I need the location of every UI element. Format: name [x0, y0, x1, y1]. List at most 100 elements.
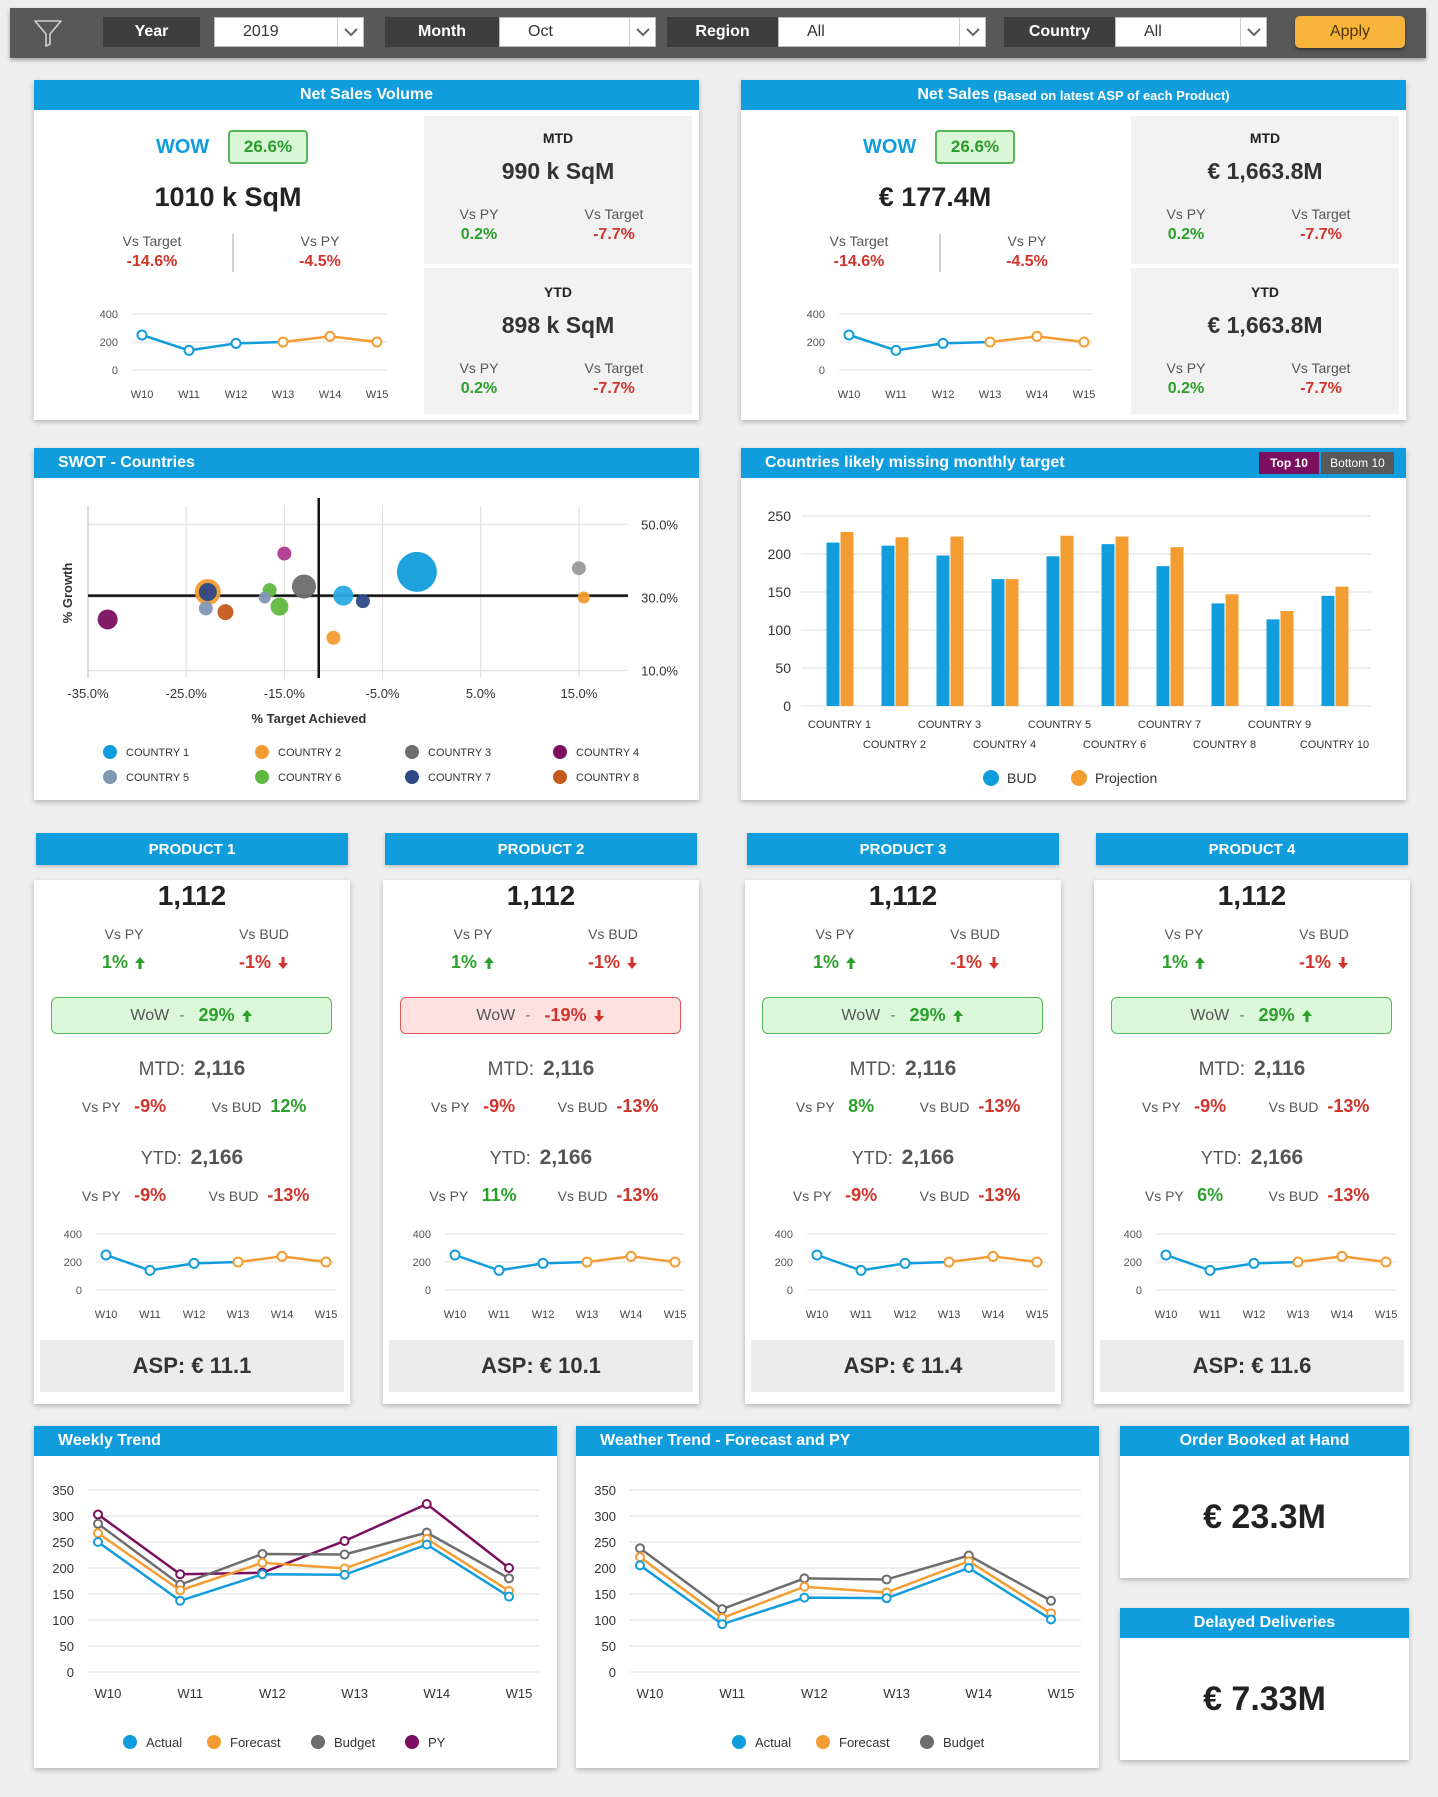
chevron-down-icon[interactable] [629, 18, 655, 46]
ytd-value: € 1,663.8M [1207, 312, 1323, 338]
line-segment [948, 1255, 994, 1264]
chevron-down-icon[interactable] [959, 18, 985, 46]
x-tick-label: W10 [95, 1309, 118, 1321]
data-point [93, 1509, 103, 1520]
data-point [258, 591, 271, 604]
x-tick-label: W10 [444, 1309, 467, 1321]
mtd-vs-bud: Vs BUD -13% [1254, 1096, 1384, 1117]
bar-bud [826, 542, 840, 706]
y-tick-label: 150 [594, 1587, 616, 1602]
x-tick-label: COUNTRY 3 [918, 719, 981, 731]
x-tick-label: W14 [423, 1686, 450, 1701]
series-line-forecast [639, 1556, 1052, 1620]
legend-marker [207, 1735, 221, 1749]
region-value: All [807, 23, 825, 40]
series-line-actual [639, 1564, 1052, 1626]
ytd-row: YTD: 2,166 [383, 1146, 699, 1170]
mtd-vs-py-value: -9% [483, 1096, 516, 1116]
mtd-vs-py: Vs PY -9% [1134, 1096, 1234, 1117]
ytd-vs-py-value: 0.2% [1167, 380, 1205, 397]
sparkline-chart: 400 200 0 W10 W11 W12 W13 W14 W15 [775, 1229, 1049, 1321]
data-point [1031, 330, 1043, 342]
line-segment [454, 1253, 500, 1272]
y-tick-label: 0 [787, 1285, 793, 1297]
line-segment [816, 1253, 862, 1272]
mtd-vs-py-value: 0.2% [1167, 226, 1205, 243]
data-point [855, 1264, 867, 1276]
mtd-vs-py: Vs PY -9% [74, 1096, 174, 1117]
line-segment [193, 1260, 239, 1265]
mtd-vs-bud-value: 12% [270, 1096, 307, 1116]
mtd-vs-target-value: -7.7% [593, 226, 635, 243]
y-tick-label: 0 [425, 1285, 431, 1297]
legend-marker [553, 770, 567, 784]
product-value: 1,112 [506, 880, 576, 911]
order-booked-value: € 23.3M [1203, 1498, 1326, 1536]
data-point [1248, 1257, 1260, 1269]
legend-label: COUNTRY 7 [428, 772, 491, 784]
vs-py-label: Vs PY [815, 926, 855, 942]
region-label: Region [667, 17, 778, 47]
x-tick-label: W10 [1155, 1309, 1178, 1321]
y-tick-label: 400 [64, 1229, 82, 1241]
arrow-up-icon [1301, 1009, 1312, 1022]
mtd-vs-bud-label: Vs BUD [919, 1099, 970, 1115]
vs-bud: -1% [563, 952, 663, 973]
y-tick-label: 400 [807, 309, 825, 321]
data-point [1380, 1256, 1392, 1268]
mtd-vs-bud-label: Vs BUD [211, 1099, 262, 1115]
data-point [93, 1528, 103, 1539]
wow-label: WoW [1190, 1006, 1230, 1024]
data-point [1336, 1250, 1348, 1262]
y-tick-label: 250 [52, 1535, 74, 1550]
y-tick-label: 30.0% [641, 590, 678, 605]
vs-target-value: -14.6% [126, 253, 178, 270]
country-select[interactable]: All [1115, 17, 1267, 47]
series-line-actual [97, 1540, 510, 1603]
apply-button[interactable]: Apply [1295, 16, 1405, 48]
country-label: Country [1004, 17, 1115, 47]
sparkline-chart: 400 200 0 W10 W11 W12 W13 W14 W15 [100, 309, 389, 401]
data-point [504, 1563, 514, 1573]
weather-trend-panel: Weather Trend - Forecast and PY 350 300 25… [576, 1426, 1099, 1768]
wow-dash: - [890, 1006, 896, 1024]
ytd-vs-bud-label: Vs BUD [919, 1188, 970, 1204]
data-point [799, 1592, 810, 1603]
top10-toggle[interactable]: Top 10 [1259, 452, 1319, 474]
ytd-vs-bud-label: Vs BUD [557, 1188, 608, 1204]
ytd-label: YTD: [851, 1148, 893, 1168]
data-point [175, 1595, 186, 1606]
y-tick-label: 200 [1124, 1257, 1142, 1269]
chevron-down-icon[interactable] [337, 18, 363, 46]
month-label: Month [385, 17, 499, 47]
vs-bud: -1% [925, 952, 1025, 973]
mtd-vs-py-label: Vs PY [795, 1099, 835, 1115]
data-point [371, 336, 383, 348]
legend-label: Forecast [230, 1735, 281, 1750]
vs-bud-label: Vs BUD [239, 926, 289, 942]
ytd-vs-bud: Vs BUD -13% [1254, 1185, 1384, 1206]
data-point [537, 1257, 549, 1269]
region-select[interactable]: All [778, 17, 986, 47]
x-tick-label: W14 [319, 389, 342, 401]
chevron-down-icon[interactable] [1240, 18, 1266, 46]
vs-py-label: Vs PY [453, 926, 493, 942]
year-select[interactable]: 2019 [214, 17, 364, 47]
arrow-down-icon [627, 956, 637, 969]
legend-marker [1071, 770, 1087, 786]
ytd-vs-py: Vs PY 6% [1134, 1185, 1234, 1206]
x-tick-label: W12 [1243, 1309, 1266, 1321]
month-select[interactable]: Oct [499, 17, 656, 47]
filter-bar: Year 2019 Month Oct Region All Country A… [10, 8, 1426, 58]
data-point [217, 604, 234, 621]
mtd-vs-py: Vs PY -9% [423, 1096, 523, 1117]
bottom10-toggle[interactable]: Bottom 10 [1321, 452, 1394, 474]
legend-label: COUNTRY 1 [126, 747, 189, 759]
y-tick-label: 0 [819, 365, 825, 377]
vs-py-value: 1% [450, 952, 477, 972]
filter-icon[interactable] [32, 17, 64, 49]
bar-bud [1266, 619, 1280, 706]
x-tick-label: W13 [272, 389, 295, 401]
line-segment [1341, 1255, 1387, 1264]
country-value: All [1144, 23, 1162, 40]
